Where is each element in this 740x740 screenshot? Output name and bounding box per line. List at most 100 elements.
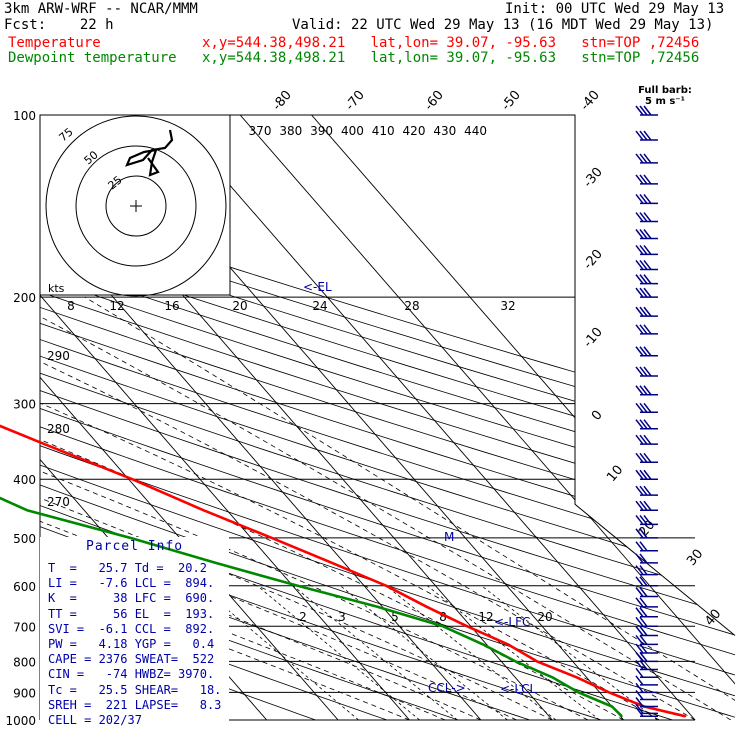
wind-barb-feather — [643, 259, 652, 270]
wind-barb — [635, 402, 658, 414]
wind-barb-feather — [635, 193, 644, 204]
wind-barb-feather — [639, 626, 648, 636]
dewpoint-point — [296, 585, 299, 587]
wind-barb-feather — [635, 130, 644, 141]
moist-adiabat-line — [40, 296, 517, 720]
wind-barb-feather — [643, 452, 652, 463]
wind-barb-feather — [635, 514, 644, 525]
temperature-tick-label: -80 — [270, 88, 295, 114]
mixing-ratio-label: 2 — [299, 610, 307, 624]
wind-barb-feather — [639, 153, 648, 164]
wind-barb — [635, 105, 658, 116]
theta-e-label: 440 — [464, 124, 487, 138]
wind-barb-feather — [635, 651, 644, 662]
wind-barb-feather — [635, 419, 644, 430]
wind-barb-feather — [635, 402, 644, 413]
temperature-tick-label: 10 — [604, 463, 626, 485]
wind-barb-feather — [643, 419, 652, 430]
dry-adiabat-line — [40, 115, 735, 720]
wind-barb — [635, 500, 658, 511]
wind-barb-feather — [635, 306, 644, 317]
theta-e-label: 410 — [372, 124, 395, 138]
temperature-point — [43, 443, 46, 446]
dewpoint-location: x,y=544.38,498.21 lat,lon= 39.07, -95.63… — [202, 50, 700, 66]
hodograph-units-label: kts — [48, 282, 65, 295]
forecast-hour: Fcst: 22 h — [4, 17, 114, 33]
hodograph-ring — [45, 115, 227, 297]
dry-adiabat-line — [40, 115, 735, 720]
dry-adiabat-line — [40, 115, 735, 720]
dewpoint-point — [376, 606, 379, 608]
wind-barb — [635, 514, 658, 526]
theta-e-label: 390 — [310, 124, 333, 138]
wind-barb-feather — [639, 244, 648, 255]
wind-barb — [635, 229, 658, 240]
isotherm-line — [40, 115, 410, 720]
wind-barb-feather — [639, 553, 648, 564]
wind-barb-feather — [635, 259, 644, 270]
mixing-ratio-label: 5 — [391, 610, 399, 624]
pressure-tick-label: 900 — [13, 686, 36, 700]
dry-adiabat-line — [40, 115, 735, 720]
wind-barb-feather — [635, 634, 644, 645]
wind-barb-feather — [639, 130, 648, 141]
wind-barb — [635, 587, 658, 598]
wind-barb-feather — [643, 212, 652, 222]
wind-barb-feather — [635, 485, 644, 496]
wind-barb — [635, 469, 658, 480]
dry-adiabat-line — [40, 115, 735, 720]
temperature-tick-label: -60 — [422, 88, 447, 114]
wind-barb-feather — [635, 675, 644, 686]
wind-barb-feather — [639, 105, 648, 116]
wind-barb-feather — [639, 346, 648, 357]
wind-barb-feather — [635, 626, 644, 636]
barb-key-title: Full barb: — [638, 85, 692, 96]
wind-barb-feather — [643, 274, 652, 285]
dewpoint-point — [26, 509, 28, 512]
dewpoint-point — [621, 715, 623, 718]
wind-barb — [635, 675, 658, 686]
wind-barb-feather — [635, 576, 644, 587]
temperature-point — [608, 691, 610, 694]
wind-barb-feather — [635, 469, 644, 480]
dewpoint-point — [482, 643, 484, 646]
wind-barb-feather — [639, 659, 648, 670]
pressure-tick-label: 700 — [13, 620, 36, 634]
wind-barb — [635, 651, 658, 663]
el-annotation: <-EL — [303, 280, 332, 294]
dry-adiabat-line — [40, 115, 735, 720]
parcel-row: PW = 4.18 YGP = 0.4 — [48, 637, 215, 651]
wind-barb — [635, 434, 658, 445]
hodograph-scale-label: 16 — [164, 299, 179, 313]
theta-e-label: 380 — [279, 124, 302, 138]
wind-barb-feather — [643, 500, 652, 511]
wind-barb-feather — [635, 366, 644, 377]
wind-barb — [635, 212, 658, 223]
wind-barb-feather — [639, 597, 648, 608]
wind-barb — [635, 528, 658, 539]
dewpoint-point — [611, 705, 613, 708]
hodograph-scale-label: 28 — [404, 299, 419, 313]
wind-barb-feather — [643, 105, 652, 116]
wind-barb-feather — [643, 287, 652, 298]
temperature-tick-label: 0 — [589, 408, 606, 424]
wind-barb-feather — [643, 346, 652, 357]
barb-key-value: 5 m s⁻¹ — [645, 96, 685, 107]
wind-barb-feather — [643, 174, 652, 185]
wind-barb — [635, 541, 658, 552]
mixing-ratio-line — [340, 585, 508, 720]
wind-barb-feather — [643, 514, 652, 525]
wind-barb-feather — [639, 500, 648, 511]
parcel-info-title: Parcel Info — [86, 539, 184, 554]
wind-barb-feather — [639, 514, 648, 525]
wind-barb-feather — [635, 346, 644, 357]
wind-barb-feather — [635, 587, 644, 597]
wind-barb-feather — [635, 616, 644, 627]
wind-barb-feather — [639, 324, 648, 335]
dewpoint-point — [129, 537, 132, 539]
temperature-legend: Temperature — [8, 35, 101, 51]
temperature-point — [466, 625, 469, 628]
hodograph-box — [39, 114, 231, 296]
theta-e-label: 430 — [433, 124, 456, 138]
dry-adiabat-line — [40, 115, 735, 720]
